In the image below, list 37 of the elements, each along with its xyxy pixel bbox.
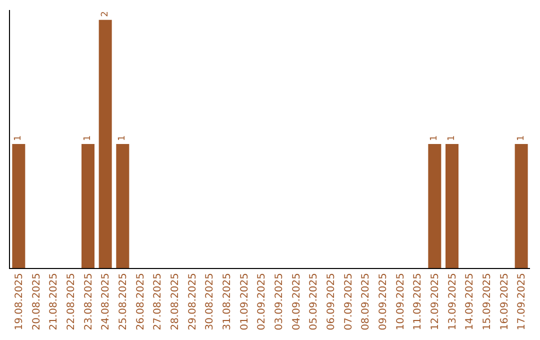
x-tick-label: 05.09.2025	[308, 273, 320, 330]
x-tick-label: 13.09.2025	[447, 273, 458, 330]
x-tick-label: 30.08.2025	[204, 273, 216, 330]
x-tick-label: 29.08.2025	[187, 273, 198, 330]
x-tick-label: 12.09.2025	[430, 273, 441, 330]
x-tick-label: 09.09.2025	[378, 273, 389, 330]
data-label: 1	[516, 135, 526, 141]
x-tick-label: 14.09.2025	[464, 273, 476, 330]
data-label: 1	[14, 135, 24, 141]
x-tick-label: 21.08.2025	[48, 273, 60, 330]
x-tick-label: 08.09.2025	[360, 273, 372, 330]
x-tick-label: 27.08.2025	[152, 273, 164, 330]
x-tick-label: 02.09.2025	[256, 273, 268, 330]
x-tick-label: 04.09.2025	[291, 273, 302, 330]
x-tick-label: 31.08.2025	[222, 273, 233, 330]
data-label: 1	[447, 135, 457, 141]
x-tick-label: 15.09.2025	[482, 273, 493, 330]
x-tick-label: 28.08.2025	[170, 273, 181, 330]
x-tick-label: 10.09.2025	[395, 273, 406, 330]
x-tick-label: 22.08.2025	[66, 273, 77, 330]
x-tick-label: 26.08.2025	[135, 273, 146, 330]
x-tick-label: 06.09.2025	[326, 273, 337, 330]
x-tick-label: 23.08.2025	[83, 273, 94, 330]
data-label: 1	[430, 135, 440, 141]
data-label: 1	[83, 135, 93, 141]
x-tick-label: 24.08.2025	[100, 273, 112, 330]
x-tick-label: 16.09.2025	[499, 273, 510, 330]
data-label: 1	[118, 135, 128, 141]
x-tick-label: 17.09.2025	[516, 273, 528, 330]
x-tick-label: 11.09.2025	[412, 273, 424, 330]
x-tick-label: 01.09.2025	[239, 273, 250, 330]
x-tick-label: 07.09.2025	[343, 273, 354, 330]
data-label: 2	[100, 11, 110, 17]
x-tick-label: 03.09.2025	[274, 273, 285, 330]
x-tick-label: 25.08.2025	[118, 273, 129, 330]
x-tick-label: 19.08.2025	[14, 273, 25, 330]
x-tick-label: 20.08.2025	[31, 273, 42, 330]
